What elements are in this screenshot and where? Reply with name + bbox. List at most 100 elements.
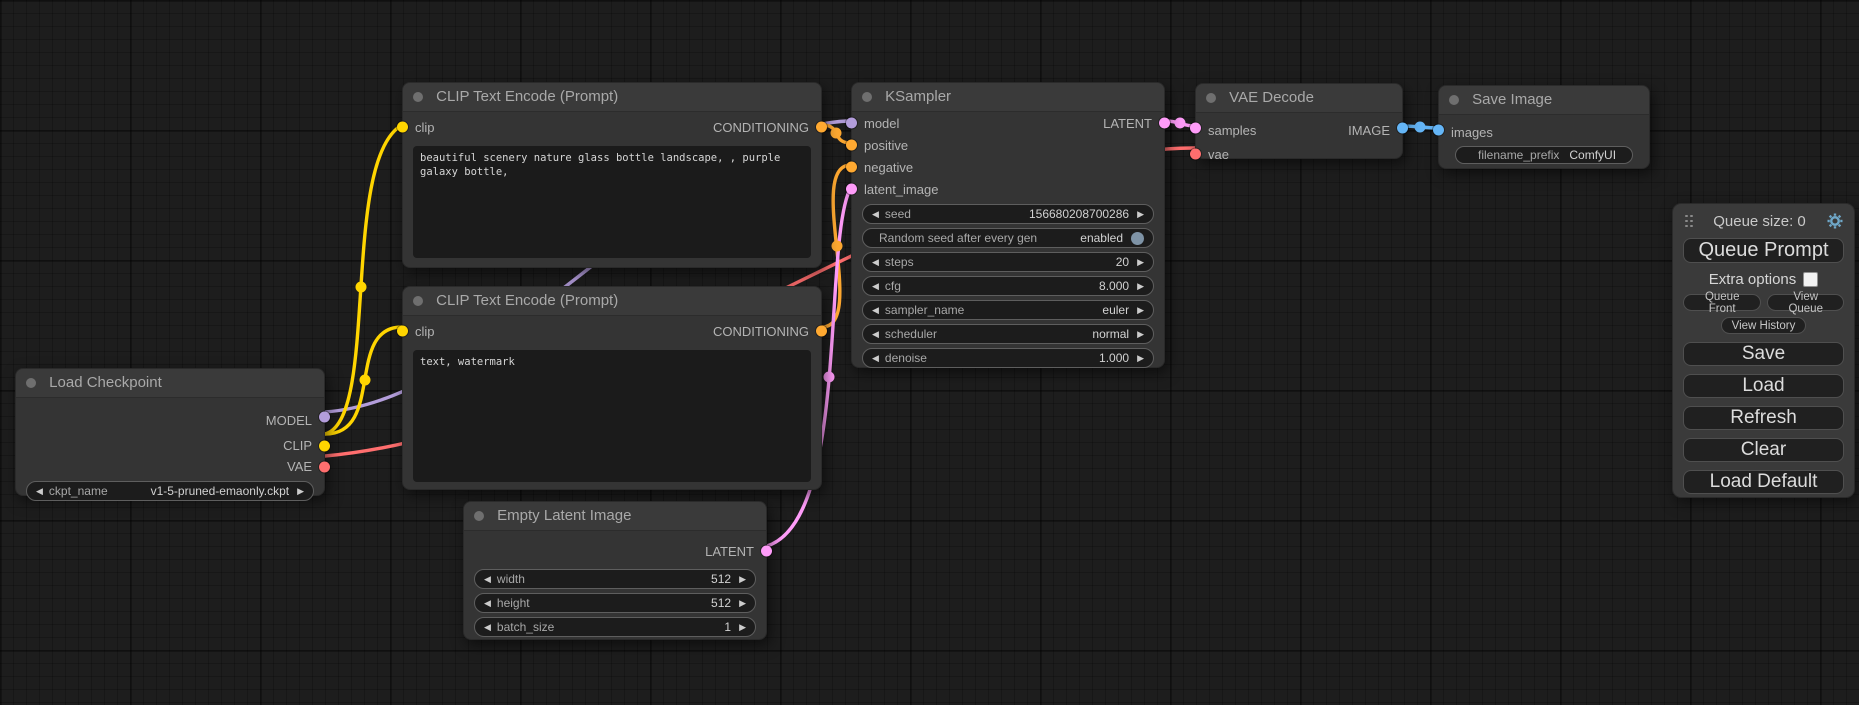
drag-handle-icon[interactable] <box>1685 214 1693 228</box>
node-empty-latent-image[interactable]: Empty Latent Image LATENT ◀ width 512 ▶ … <box>463 501 772 640</box>
denoise-widget[interactable]: ◀ denoise 1.000 ▶ <box>862 348 1154 368</box>
collapse-dot-icon[interactable] <box>413 296 423 306</box>
increment-arrow-icon[interactable]: ▶ <box>1137 352 1144 363</box>
increment-arrow-icon[interactable]: ▶ <box>739 621 746 632</box>
model-input-port[interactable] <box>846 117 857 129</box>
steps-widget[interactable]: ◀ steps 20 ▶ <box>862 252 1154 272</box>
node-title-bar[interactable]: Load Checkpoint <box>16 369 324 398</box>
clip-output-port[interactable] <box>319 440 330 451</box>
increment-arrow-icon[interactable]: ▶ <box>1137 304 1144 315</box>
input-label-images: images <box>1451 124 1493 140</box>
node-vae-decode[interactable]: VAE Decode samples IMAGE vae <box>1190 83 1408 162</box>
clear-button[interactable]: Clear <box>1683 438 1844 462</box>
widget-label: batch_size <box>496 620 555 634</box>
batch-size-widget[interactable]: ◀ batch_size 1 ▶ <box>474 617 756 637</box>
refresh-button[interactable]: Refresh <box>1683 406 1844 430</box>
width-widget[interactable]: ◀ width 512 ▶ <box>474 569 756 589</box>
vae-input-port[interactable] <box>1190 148 1201 160</box>
negative-prompt-textarea[interactable]: text, watermark <box>413 350 811 482</box>
save-button[interactable]: Save <box>1683 342 1844 366</box>
vae-output-port[interactable] <box>319 461 330 472</box>
decrement-arrow-icon[interactable]: ◀ <box>872 208 879 219</box>
extra-options-label: Extra options <box>1708 271 1797 288</box>
scheduler-widget[interactable]: ◀ scheduler normal ▶ <box>862 324 1154 344</box>
node-clip-text-encode-positive[interactable]: CLIP Text Encode (Prompt) clip CONDITION… <box>397 82 827 268</box>
link-midpoint-dot <box>830 127 842 139</box>
extra-options-checkbox[interactable] <box>1803 272 1819 287</box>
node-title-bar[interactable]: Empty Latent Image <box>464 502 766 531</box>
queue-front-button[interactable]: Queue Front <box>1683 291 1762 315</box>
increment-arrow-icon[interactable]: ▶ <box>1137 208 1144 219</box>
node-title-bar[interactable]: CLIP Text Encode (Prompt) <box>403 83 821 112</box>
load-button[interactable]: Load <box>1683 374 1844 398</box>
seed-widget[interactable]: ◀ seed 156680208700286 ▶ <box>862 204 1154 224</box>
latent-output-port[interactable] <box>761 545 772 557</box>
height-widget[interactable]: ◀ height 512 ▶ <box>474 593 756 613</box>
decrement-arrow-icon[interactable]: ◀ <box>484 621 491 632</box>
negative-input-port[interactable] <box>846 161 857 173</box>
decrement-arrow-icon[interactable]: ◀ <box>872 352 879 363</box>
increment-arrow-icon[interactable]: ▶ <box>739 573 746 584</box>
decrement-arrow-icon[interactable]: ◀ <box>484 597 491 608</box>
filename-prefix-widget[interactable]: filename_prefix ComfyUI <box>1455 146 1633 164</box>
positive-prompt-textarea[interactable]: beautiful scenery nature glass bottle la… <box>413 146 811 258</box>
comfy-menu-panel: Queue size: 0 Queue Prompt Extra options <box>1672 203 1855 498</box>
decrement-arrow-icon[interactable]: ◀ <box>872 256 879 267</box>
collapse-dot-icon[interactable] <box>26 378 36 388</box>
node-title-bar[interactable]: KSampler <box>852 83 1164 112</box>
node-save-image[interactable]: Save Image images filename_prefix ComfyU… <box>1433 85 1650 169</box>
queue-prompt-button[interactable]: Queue Prompt <box>1683 238 1844 263</box>
collapse-dot-icon[interactable] <box>862 92 872 102</box>
decrement-arrow-icon[interactable]: ◀ <box>484 573 491 584</box>
conditioning-output-port[interactable] <box>816 121 827 133</box>
node-title-bar[interactable]: VAE Decode <box>1196 84 1402 113</box>
node-ksampler[interactable]: KSampler model LATENT positive negative … <box>846 82 1170 368</box>
samples-input-port[interactable] <box>1190 122 1201 134</box>
increment-arrow-icon[interactable]: ▶ <box>1137 280 1144 291</box>
input-label-latent-image: latent_image <box>864 181 939 197</box>
decrement-arrow-icon[interactable]: ◀ <box>872 280 879 291</box>
decrement-arrow-icon[interactable]: ◀ <box>872 328 879 339</box>
widget-label: scheduler <box>884 327 937 341</box>
image-output-port[interactable] <box>1397 122 1408 134</box>
widget-label: cfg <box>884 279 901 293</box>
node-title-bar[interactable]: Save Image <box>1439 86 1649 115</box>
decrement-arrow-icon[interactable]: ◀ <box>36 485 43 496</box>
input-label-vae: vae <box>1208 146 1229 162</box>
model-output-port[interactable] <box>319 411 330 422</box>
clip-input-port[interactable] <box>397 121 408 133</box>
widget-label: ckpt_name <box>48 484 108 498</box>
clip-input-port[interactable] <box>397 325 408 337</box>
increment-arrow-icon[interactable]: ▶ <box>739 597 746 608</box>
widget-label: height <box>496 596 530 610</box>
collapse-dot-icon[interactable] <box>1206 93 1216 103</box>
load-default-button[interactable]: Load Default <box>1683 470 1844 494</box>
increment-arrow-icon[interactable]: ▶ <box>1137 256 1144 267</box>
increment-arrow-icon[interactable]: ▶ <box>297 485 304 496</box>
node-clip-text-encode-negative[interactable]: CLIP Text Encode (Prompt) clip CONDITION… <box>397 286 827 490</box>
images-input-port[interactable] <box>1433 124 1444 136</box>
latent-output-port[interactable] <box>1159 117 1170 129</box>
toggle-knob-icon[interactable] <box>1131 231 1144 245</box>
cfg-widget[interactable]: ◀ cfg 8.000 ▶ <box>862 276 1154 296</box>
collapse-dot-icon[interactable] <box>1449 95 1459 105</box>
node-title-bar[interactable]: CLIP Text Encode (Prompt) <box>403 287 821 316</box>
input-label-negative: negative <box>864 159 914 175</box>
node-load-checkpoint[interactable]: Load Checkpoint MODEL CLIP VAE ◀ ckpt_na… <box>15 368 330 501</box>
conditioning-output-port[interactable] <box>816 325 827 337</box>
random-seed-toggle-widget[interactable]: Random seed after every gen enabled <box>862 228 1154 248</box>
view-history-button[interactable]: View History <box>1720 317 1807 334</box>
output-label-latent: LATENT <box>705 543 754 559</box>
collapse-dot-icon[interactable] <box>474 511 484 521</box>
sampler-name-widget[interactable]: ◀ sampler_name euler ▶ <box>862 300 1154 320</box>
settings-gear-icon[interactable] <box>1826 212 1844 230</box>
decrement-arrow-icon[interactable]: ◀ <box>872 304 879 315</box>
link-midpoint-dot <box>823 371 835 383</box>
latent-image-input-port[interactable] <box>846 183 857 195</box>
ckpt-name-widget[interactable]: ◀ ckpt_name v1-5-pruned-emaonly.ckpt ▶ <box>26 481 314 501</box>
positive-input-port[interactable] <box>846 139 857 151</box>
view-queue-button[interactable]: View Queue <box>1767 291 1844 315</box>
increment-arrow-icon[interactable]: ▶ <box>1137 328 1144 339</box>
collapse-dot-icon[interactable] <box>413 92 423 102</box>
